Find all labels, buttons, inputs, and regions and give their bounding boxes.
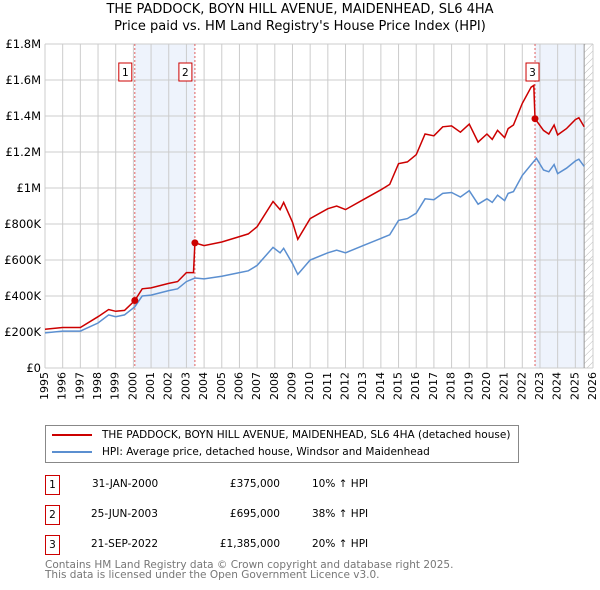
sale-row: 2 25-JUN-2003 £695,000 38% ↑ HPI — [45, 505, 545, 525]
x-tick-label: 1997 — [73, 372, 86, 400]
footer-copyright: Contains HM Land Registry data © Crown c… — [45, 559, 454, 571]
y-tick-label: £1.4M — [5, 109, 41, 123]
x-tick-label: 2024 — [551, 372, 564, 400]
property-price-line — [44, 84, 585, 331]
legend-label-hpi: HPI: Average price, detached house, Wind… — [102, 446, 430, 458]
x-tick-label: 2006 — [232, 372, 245, 400]
x-tick-label: 2009 — [285, 372, 298, 400]
y-tick-label: £200K — [4, 325, 41, 339]
x-tick-label: 2003 — [179, 372, 192, 400]
hpi-line — [44, 157, 585, 334]
sale-label: 1 — [122, 67, 129, 79]
x-tick-label: 2015 — [392, 372, 405, 400]
chart-subtitle: Price paid vs. HM Land Registry's House … — [114, 19, 486, 34]
y-tick-label: £1M — [16, 181, 41, 195]
sale-badge: 1 — [45, 475, 60, 495]
x-tick-label: 2022 — [515, 372, 528, 400]
sale-point — [191, 239, 199, 247]
x-tick-label: 2020 — [480, 372, 493, 400]
x-tick-label: 2025 — [568, 372, 581, 400]
sale-point — [531, 115, 539, 123]
shaded-region — [134, 44, 195, 368]
legend-label-property: THE PADDOCK, BOYN HILL AVENUE, MAIDENHEA… — [102, 429, 511, 441]
legend-swatch-hpi — [52, 451, 92, 453]
x-tick-label: 2013 — [356, 372, 369, 400]
x-tick-label: 2026 — [586, 372, 599, 400]
y-tick-label: £800K — [4, 217, 41, 231]
x-tick-label: 2011 — [321, 372, 334, 400]
sale-badge: 3 — [45, 535, 60, 555]
sale-label-box — [178, 62, 193, 82]
x-tick-label: 2000 — [126, 372, 139, 400]
x-tick-label: 2021 — [498, 372, 511, 400]
x-tick-label: 1998 — [91, 372, 104, 400]
x-tick-label: 2004 — [197, 372, 210, 400]
sale-hpi: 38% ↑ HPI — [312, 508, 369, 520]
sale-price: £375,000 — [229, 478, 280, 490]
y-tick-label: £600K — [4, 253, 41, 267]
x-tick-label: 2008 — [268, 372, 281, 400]
y-tick-label: £400K — [4, 289, 41, 303]
footer-licence: This data is licensed under the Open Gov… — [45, 569, 380, 581]
x-tick-label: 2002 — [162, 372, 175, 400]
x-tick-label: 2023 — [533, 372, 546, 400]
sale-date: 31-JAN-2000 — [92, 478, 159, 490]
x-tick-label: 1999 — [109, 372, 122, 400]
sale-hpi: 20% ↑ HPI — [312, 538, 369, 550]
sale-price: £695,000 — [229, 508, 280, 520]
x-tick-label: 2014 — [374, 372, 387, 400]
sale-label: 3 — [529, 67, 536, 79]
sale-row: 1 31-JAN-2000 £375,000 10% ↑ HPI — [45, 475, 545, 495]
sale-hpi: 10% ↑ HPI — [312, 478, 369, 490]
x-tick-label: 2016 — [409, 372, 422, 400]
x-tick-label: 2017 — [427, 372, 440, 400]
y-tick-label: £1.6M — [5, 73, 41, 87]
sale-label-box — [118, 62, 133, 82]
sale-label-box — [525, 62, 540, 82]
x-tick-label: 1996 — [56, 372, 69, 400]
x-tick-label: 2005 — [215, 372, 228, 400]
sale-date: 21-SEP-2022 — [91, 538, 159, 550]
sale-point — [131, 297, 139, 304]
y-tick-label: £1.2M — [5, 145, 41, 159]
sale-label: 2 — [182, 67, 189, 79]
sale-price: £1,385,000 — [219, 538, 280, 550]
chart-title: THE PADDOCK, BOYN HILL AVENUE, MAIDENHEA… — [106, 2, 494, 17]
price-chart: 1995 1996 1997 1998 1999 2000 2001 2002 2003 2004… — [4, 37, 599, 400]
x-tick-label: 2010 — [303, 372, 316, 400]
sale-badge: 2 — [45, 505, 60, 525]
x-tick-label: 2001 — [144, 372, 157, 400]
legend: THE PADDOCK, BOYN HILL AVENUE, MAIDENHEA… — [45, 425, 519, 463]
sale-row: 3 21-SEP-2022 £1,385,000 20% ↑ HPI — [45, 535, 545, 555]
y-tick-label: £1.8M — [5, 37, 41, 51]
legend-swatch-property — [52, 434, 92, 436]
forecast-hatch — [584, 44, 593, 368]
x-tick-label: 2018 — [445, 372, 458, 400]
shaded-region — [535, 44, 585, 368]
x-tick-label: 2012 — [339, 372, 352, 400]
x-tick-label: 2007 — [250, 372, 263, 400]
x-tick-label: 2019 — [462, 372, 475, 400]
y-tick-label: £0 — [26, 361, 41, 375]
sale-date: 25-JUN-2003 — [91, 508, 158, 520]
x-tick-label: 1995 — [38, 372, 51, 400]
